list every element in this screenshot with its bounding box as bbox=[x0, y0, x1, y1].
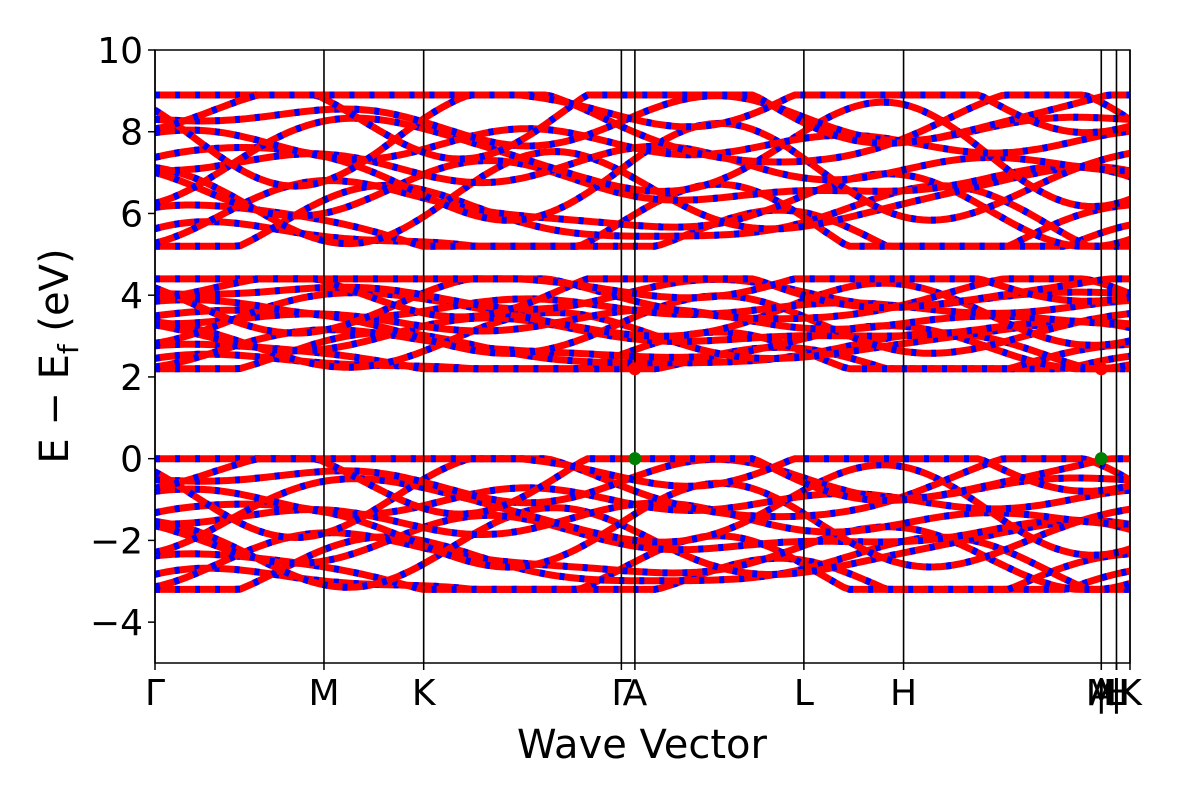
x-tick-label: A bbox=[623, 673, 648, 714]
bands-layer bbox=[155, 91, 1130, 593]
band-line-blue bbox=[155, 511, 1130, 567]
y-tick-label: 2 bbox=[120, 358, 143, 399]
x-tick-label: L bbox=[1106, 673, 1126, 714]
x-tick-label: M bbox=[1086, 673, 1117, 714]
band-line-blue bbox=[155, 455, 1130, 507]
y-tick-label: 0 bbox=[120, 440, 143, 481]
x-tick-label: Γ bbox=[145, 673, 165, 714]
x-tick-label: K bbox=[1118, 673, 1143, 714]
band-line-blue bbox=[155, 532, 1130, 593]
band-line-blue bbox=[155, 314, 1130, 355]
band-line-red bbox=[155, 91, 1130, 137]
band-line-blue bbox=[155, 125, 1130, 163]
band-extremum-marker bbox=[1094, 452, 1108, 466]
band-line-blue bbox=[155, 455, 1130, 542]
band-line-blue bbox=[155, 504, 1130, 591]
y-tick-label: 10 bbox=[97, 31, 143, 72]
band-line-blue bbox=[155, 308, 1130, 371]
band-extremum-marker bbox=[1094, 362, 1108, 376]
band-line-red bbox=[155, 148, 1130, 248]
y-tick-label: 8 bbox=[120, 113, 143, 154]
band-line-red bbox=[155, 156, 1130, 220]
extrema-markers bbox=[628, 362, 1108, 466]
band-line-red bbox=[155, 461, 1130, 559]
y-tick-label: −4 bbox=[90, 603, 143, 644]
x-axis-ticks: Γ M K ΓA L H AM| LH|K bbox=[145, 663, 1143, 714]
x-axis-title: Wave Vector bbox=[517, 722, 768, 768]
y-axis-title: E − Ef (eV) bbox=[32, 248, 85, 463]
band-line-red bbox=[155, 279, 1130, 349]
band-line-blue bbox=[155, 484, 1130, 518]
band-line-blue bbox=[155, 170, 1130, 250]
y-tick-label: 6 bbox=[120, 194, 143, 235]
x-tick-label: | bbox=[1110, 673, 1122, 714]
band-line-blue bbox=[155, 275, 1130, 305]
band-extremum-marker bbox=[628, 362, 642, 376]
band-line-blue bbox=[155, 275, 1130, 313]
x-tick-label: A bbox=[1089, 673, 1114, 714]
y-tick-label: −2 bbox=[90, 521, 143, 562]
band-line-blue bbox=[155, 98, 1130, 211]
band-line-blue bbox=[155, 322, 1130, 373]
y-axis-title-unit: (eV) bbox=[32, 248, 78, 344]
plot-frame bbox=[154, 49, 1131, 664]
x-tick-label: H bbox=[890, 673, 917, 714]
band-extremum-marker bbox=[628, 452, 642, 466]
x-tick-label: L bbox=[794, 673, 814, 714]
band-line-blue bbox=[155, 533, 1130, 593]
band-line-blue bbox=[155, 92, 1130, 150]
x-tick-label: K bbox=[412, 673, 437, 714]
y-axis-title-subscript: f bbox=[52, 343, 85, 354]
x-tick-label: | bbox=[1095, 673, 1107, 714]
band-line-blue bbox=[155, 295, 1130, 321]
y-axis-ticks: −4 −2 0 2 4 6 8 10 bbox=[90, 31, 155, 644]
band-line-blue bbox=[155, 180, 1130, 250]
y-tick-label: 4 bbox=[120, 276, 143, 317]
band-line-blue bbox=[155, 91, 1130, 190]
band-line-blue bbox=[155, 455, 1130, 495]
x-tick-label: Γ bbox=[611, 673, 631, 714]
y-axis-title-main: E − E bbox=[32, 354, 78, 464]
x-tick-label: M bbox=[308, 673, 339, 714]
band-line-blue bbox=[155, 523, 1130, 593]
band-line-red bbox=[155, 275, 1130, 337]
x-tick-label: H bbox=[1103, 673, 1130, 714]
